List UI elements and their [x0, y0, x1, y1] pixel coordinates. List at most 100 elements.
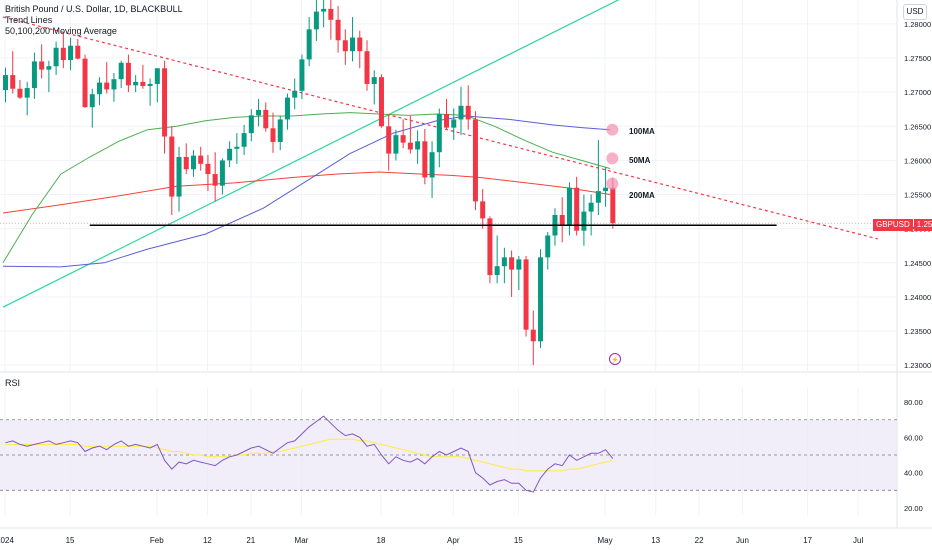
candle-body — [393, 135, 399, 154]
price-tick-label: 1.24500 — [904, 259, 931, 268]
symbol-title[interactable]: British Pound / U.S. Dollar, 1D, BLACKBU… — [5, 4, 183, 14]
time-tick-label: 2024 — [0, 536, 14, 545]
candle-body — [39, 61, 45, 70]
time-tick-label: Jul — [853, 536, 863, 545]
candle-body — [436, 113, 442, 153]
candle-body — [444, 113, 450, 128]
candle-body — [234, 146, 240, 149]
chart-legend: British Pound / U.S. Dollar, 1D, BLACKBU… — [5, 4, 183, 37]
candle-body — [219, 160, 225, 186]
trend-lines-indicator-label[interactable]: Trend Lines — [5, 15, 53, 25]
candle-body — [31, 61, 37, 89]
ma200-line — [2, 171, 611, 214]
candle-body — [306, 29, 312, 60]
candle-body — [581, 211, 587, 231]
candle-body — [24, 88, 30, 98]
candle-body — [378, 77, 384, 127]
price-tick-label: 1.24000 — [904, 293, 931, 302]
candle-body — [60, 47, 66, 61]
candle-body — [480, 201, 486, 219]
candle-body — [53, 47, 59, 67]
candle-body — [501, 257, 507, 267]
time-tick-label: 21 — [246, 536, 255, 545]
candle-body — [82, 58, 88, 108]
time-tick-label: 18 — [377, 536, 386, 545]
candle-body — [299, 59, 305, 91]
currency-button[interactable]: USD — [903, 4, 927, 20]
candle-body — [400, 135, 406, 143]
candle-body — [458, 105, 464, 120]
rsi-indicator-label[interactable]: RSI — [5, 378, 21, 388]
rsi-tick-label: 80.00 — [904, 398, 923, 407]
candle-body — [205, 163, 211, 175]
time-tick-label: 15 — [514, 536, 523, 545]
candle-body — [46, 66, 52, 70]
candle-body — [350, 37, 356, 52]
time-tick-label: 17 — [803, 536, 812, 545]
price-tick-label: 1.27000 — [904, 88, 931, 97]
ma100-line — [2, 115, 611, 268]
last-price-tag: GBPUSD 1.25080 — [873, 219, 932, 231]
event-marker-icon — [609, 353, 621, 365]
candle-body — [371, 77, 377, 84]
time-tick-label: 12 — [203, 536, 212, 545]
candle-body — [284, 97, 290, 120]
candle-body — [588, 202, 594, 212]
candle-body — [162, 68, 168, 137]
candle-body — [256, 109, 262, 116]
candle-body — [566, 187, 572, 226]
candle-body — [248, 115, 254, 134]
price-tick-label: 1.25500 — [904, 191, 931, 200]
price-tick-label: 1.26000 — [904, 156, 931, 165]
candle-body — [292, 90, 298, 98]
candle-body — [263, 109, 269, 129]
time-tick-label: Apr — [447, 536, 460, 545]
candle-body — [154, 68, 160, 84]
time-tick-label: Mar — [295, 536, 309, 545]
rsi-tick-label: 20.00 — [904, 504, 923, 513]
candle-body — [559, 215, 565, 226]
candle-body — [545, 235, 551, 258]
candle-body — [133, 81, 139, 86]
candle-body — [487, 218, 493, 276]
candle-body — [574, 187, 580, 231]
candle-body — [516, 259, 522, 270]
annotation-100ma: 100MA — [629, 127, 655, 136]
annotation-marker — [606, 123, 619, 136]
candle-body — [3, 75, 8, 91]
time-tick-label: Jun — [736, 536, 749, 545]
candle-body — [270, 128, 276, 142]
time-tick-label: 22 — [695, 536, 704, 545]
annotation-50ma: 50MA — [629, 156, 651, 165]
candle-body — [429, 152, 435, 178]
rsi-tick-label: 40.00 — [904, 469, 923, 478]
candle-body — [357, 37, 363, 52]
time-tick-label: 13 — [651, 536, 660, 545]
candle-body — [10, 75, 16, 89]
price-tag-value: 1.25080 — [913, 219, 932, 231]
candle-body — [313, 11, 319, 30]
candle-body — [104, 82, 110, 90]
candle-body — [212, 174, 218, 186]
candle-body — [17, 88, 23, 98]
candle-body — [140, 81, 146, 87]
candle-body — [96, 82, 102, 95]
price-tick-label: 1.27500 — [904, 54, 931, 63]
candle-body — [538, 257, 544, 342]
candle-body — [422, 141, 428, 178]
candle-body — [451, 119, 457, 128]
candle-body — [335, 19, 341, 41]
candle-body — [183, 156, 189, 170]
candle-body — [342, 40, 348, 52]
rsi-tick-label: 60.00 — [904, 433, 923, 442]
rsi-ma-line — [5, 438, 613, 472]
time-tick-label: Feb — [150, 536, 164, 545]
annotation-marker — [606, 177, 619, 190]
price-tick-label: 1.23500 — [904, 327, 931, 336]
candle-body — [465, 105, 471, 120]
candle-body — [125, 62, 131, 86]
moving-average-indicator-label[interactable]: 50,100,200 Moving Average — [5, 26, 117, 36]
candle-body — [89, 94, 95, 108]
candle-body — [472, 119, 478, 202]
